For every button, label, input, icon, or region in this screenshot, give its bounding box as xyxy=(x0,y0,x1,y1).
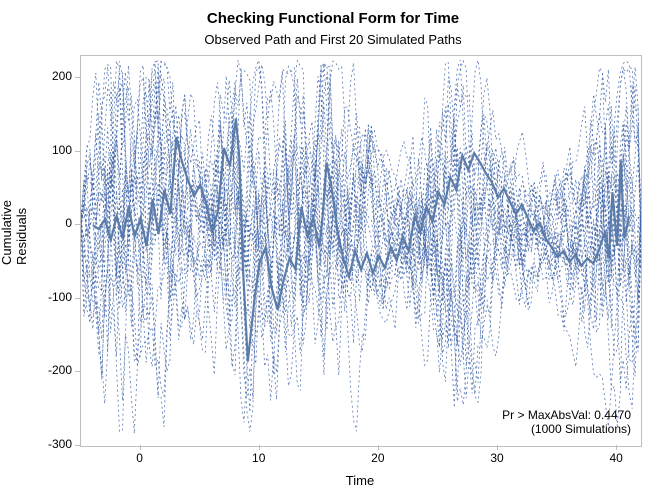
x-tick-mark xyxy=(140,445,141,450)
x-axis-label: Time xyxy=(80,473,640,488)
x-tick-mark xyxy=(616,445,617,450)
y-tick-mark xyxy=(75,371,80,372)
y-tick-mark xyxy=(75,77,80,78)
x-tick-mark xyxy=(378,445,379,450)
x-tick-label: 40 xyxy=(601,451,631,465)
x-tick-label: 30 xyxy=(482,451,512,465)
y-axis-label: Cumulative Residuals xyxy=(0,245,29,265)
annotation-box: Pr > MaxAbsVal: 0.4470 (1000 Simulations… xyxy=(502,408,631,436)
chart-container: Checking Functional Form for Time Observ… xyxy=(0,0,666,500)
y-tick-mark xyxy=(75,298,80,299)
chart-title: Checking Functional Form for Time xyxy=(0,10,666,27)
simulated-path xyxy=(81,78,641,393)
y-tick-mark xyxy=(75,151,80,152)
x-tick-mark xyxy=(259,445,260,450)
simulated-path xyxy=(81,64,641,409)
annotation-sims: (1000 Simulations) xyxy=(502,422,631,436)
x-tick-mark xyxy=(497,445,498,450)
x-tick-label: 10 xyxy=(244,451,274,465)
simulated-path xyxy=(81,60,641,390)
paths-svg xyxy=(81,56,641,446)
plot-area: Pr > MaxAbsVal: 0.4470 (1000 Simulations… xyxy=(80,55,642,447)
y-tick-label: 100 xyxy=(32,143,72,157)
y-tick-label: 0 xyxy=(32,216,72,230)
y-tick-label: -100 xyxy=(32,290,72,304)
x-tick-label: 20 xyxy=(363,451,393,465)
x-tick-label: 0 xyxy=(125,451,155,465)
y-tick-mark xyxy=(75,224,80,225)
y-tick-label: -200 xyxy=(32,363,72,377)
simulated-path xyxy=(81,61,641,352)
chart-subtitle: Observed Path and First 20 Simulated Pat… xyxy=(0,32,666,47)
simulated-path xyxy=(81,75,641,375)
y-tick-label: 200 xyxy=(32,69,72,83)
annotation-pvalue: Pr > MaxAbsVal: 0.4470 xyxy=(502,408,631,422)
y-tick-label: -300 xyxy=(32,437,72,451)
y-tick-mark xyxy=(75,445,80,446)
